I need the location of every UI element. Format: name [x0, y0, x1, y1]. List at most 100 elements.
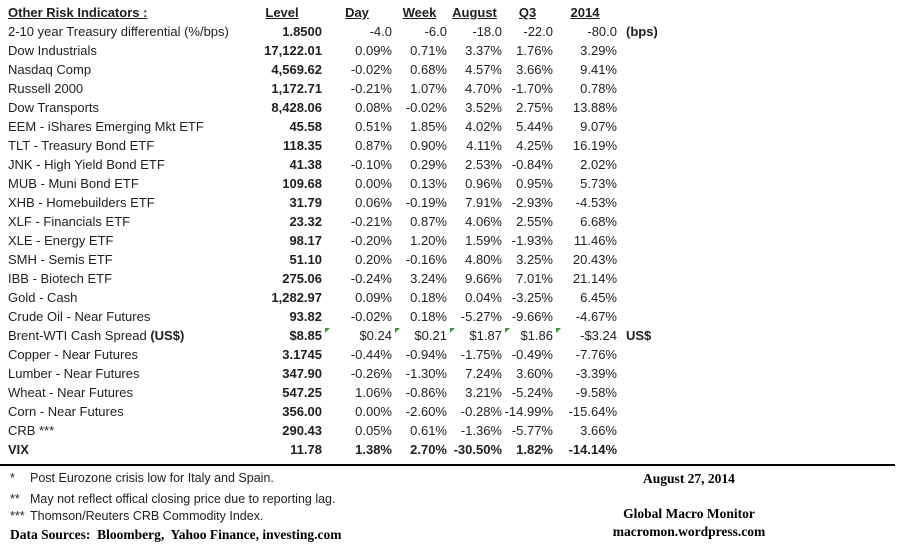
footnotes-block: * Post Eurozone crisis low for Italy and …: [10, 470, 342, 543]
indicator-name: Lumber - Near Futures: [8, 366, 140, 381]
unit-label: [617, 383, 677, 402]
change-value: -$3.24: [553, 326, 617, 345]
change-value: 6.68%: [580, 214, 617, 229]
unit-label: [617, 307, 677, 326]
change-value: 0.20%: [355, 252, 392, 267]
footnote-1-symbol: *: [10, 471, 15, 485]
change-value: 1.82%: [516, 442, 553, 457]
change-value: 9.41%: [580, 62, 617, 77]
change-value: 1.06%: [355, 385, 392, 400]
table-row: Russell 2000 1,172.71 -0.21% 1.07% 4.70% -1.7…: [8, 79, 677, 98]
change-value: -80.0: [587, 24, 617, 39]
data-sources-line: Data Sources: Bloomberg, Yahoo Finance, …: [10, 527, 342, 542]
change-value: 2.02%: [580, 157, 617, 172]
change-value: -0.44%: [350, 347, 392, 362]
change-value: 0.09%: [355, 290, 392, 305]
change-value: -15.64%: [568, 404, 617, 419]
indicator-name: Copper - Near Futures: [8, 347, 139, 362]
change-value: 9.66%: [465, 271, 502, 286]
level-value: 98.17: [289, 233, 322, 248]
cell-flag-triangle-icon: [395, 328, 400, 333]
change-value: -0.24%: [350, 271, 392, 286]
change-value: -0.02%: [350, 309, 392, 324]
unit-label: [617, 250, 677, 269]
change-value: 4.06%: [465, 214, 502, 229]
change-value: 4.57%: [465, 62, 502, 77]
table-row: JNK - High Yield Bond ETF 41.38 -0.10% 0.29…: [8, 155, 677, 174]
change-value: $1.86: [502, 326, 553, 345]
change-value: 0.29%: [410, 157, 447, 172]
change-value: 0.68%: [410, 62, 447, 77]
change-value: -0.16%: [405, 252, 447, 267]
change-value: 1.07%: [410, 81, 447, 96]
level-value: 31.79: [289, 195, 322, 210]
change-value: -0.84%: [511, 157, 553, 172]
change-value: -14.99%: [504, 404, 553, 419]
level-value: $8.85: [289, 328, 322, 343]
change-value: -0.28%: [460, 404, 502, 419]
col-header-day: Day: [345, 5, 369, 20]
change-value: 0.78%: [580, 81, 617, 96]
change-value: $1.87: [447, 326, 502, 345]
change-value: 0.18%: [410, 290, 447, 305]
change-value: -0.20%: [350, 233, 392, 248]
change-value: -2.93%: [511, 195, 553, 210]
table-row: TLT - Treasury Bond ETF 118.35 0.87% 0.90% 4…: [8, 136, 677, 155]
table-row: Copper - Near Futures 3.1745 -0.44% -0.94% -…: [8, 345, 677, 364]
change-value: -0.94%: [405, 347, 447, 362]
unit-label: [617, 155, 677, 174]
change-value: 21.14%: [572, 271, 617, 286]
indicator-name: Dow Industrials: [8, 43, 97, 58]
change-value: 7.01%: [516, 271, 553, 286]
change-value: -0.02%: [350, 62, 392, 77]
level-value: 118.35: [282, 138, 322, 153]
level-value: 8,428.06: [271, 100, 322, 115]
table-row: EEM - iShares Emerging Mkt ETF 45.58 0.51%…: [8, 117, 677, 136]
change-value: -22.0: [523, 24, 553, 39]
change-value: 3.25%: [516, 252, 553, 267]
level-value: 347.90: [282, 366, 322, 381]
col-header-august: August: [452, 5, 497, 20]
report-date: August 27, 2014: [643, 471, 735, 486]
change-value: 9.07%: [580, 119, 617, 134]
change-value: -0.02%: [405, 100, 447, 115]
change-value: 0.00%: [355, 176, 392, 191]
change-value: -2.60%: [405, 404, 447, 419]
change-value: 0.51%: [355, 119, 392, 134]
change-value: 1.20%: [410, 233, 447, 248]
level-value: 45.58: [289, 119, 322, 134]
change-value: $0.24: [322, 326, 392, 345]
change-value: -1.36%: [460, 423, 502, 438]
change-value: -1.93%: [511, 233, 553, 248]
change-value: -14.14%: [568, 442, 617, 457]
indicator-name: MUB - Muni Bond ETF: [8, 176, 139, 191]
unit-label: [617, 60, 677, 79]
change-value: 5.73%: [580, 176, 617, 191]
change-value: -5.77%: [511, 423, 553, 438]
change-value: 2.70%: [410, 442, 447, 457]
change-value: 0.87%: [410, 214, 447, 229]
cell-flag-triangle-icon: [556, 328, 561, 333]
change-value: 0.08%: [355, 100, 392, 115]
unit-label: [617, 402, 677, 421]
change-value: 3.60%: [516, 366, 553, 381]
change-value: -0.21%: [350, 81, 392, 96]
table-row: XLF - Financials ETF 23.32 -0.21% 0.87% 4.06…: [8, 212, 677, 231]
indicator-name: EEM - iShares Emerging Mkt ETF: [8, 119, 204, 134]
level-value: 51.10: [289, 252, 322, 267]
indicator-name: VIX: [8, 442, 29, 457]
change-value: 1.76%: [516, 43, 553, 58]
change-value: 2.55%: [516, 214, 553, 229]
change-value: -5.24%: [511, 385, 553, 400]
change-value: -4.67%: [575, 309, 617, 324]
footnote-3-text: Thomson/Reuters CRB Commodity Index.: [30, 509, 264, 523]
change-value: 3.66%: [580, 423, 617, 438]
indicator-name: IBB - Biotech ETF: [8, 271, 113, 286]
change-value: 3.37%: [465, 43, 502, 58]
level-value: 1.8500: [282, 24, 322, 39]
col-header-2014: 2014: [570, 5, 600, 20]
footnote-1: * Post Eurozone crisis low for Italy and …: [10, 470, 342, 486]
change-value: 0.96%: [465, 176, 502, 191]
change-value: 0.13%: [410, 176, 447, 191]
